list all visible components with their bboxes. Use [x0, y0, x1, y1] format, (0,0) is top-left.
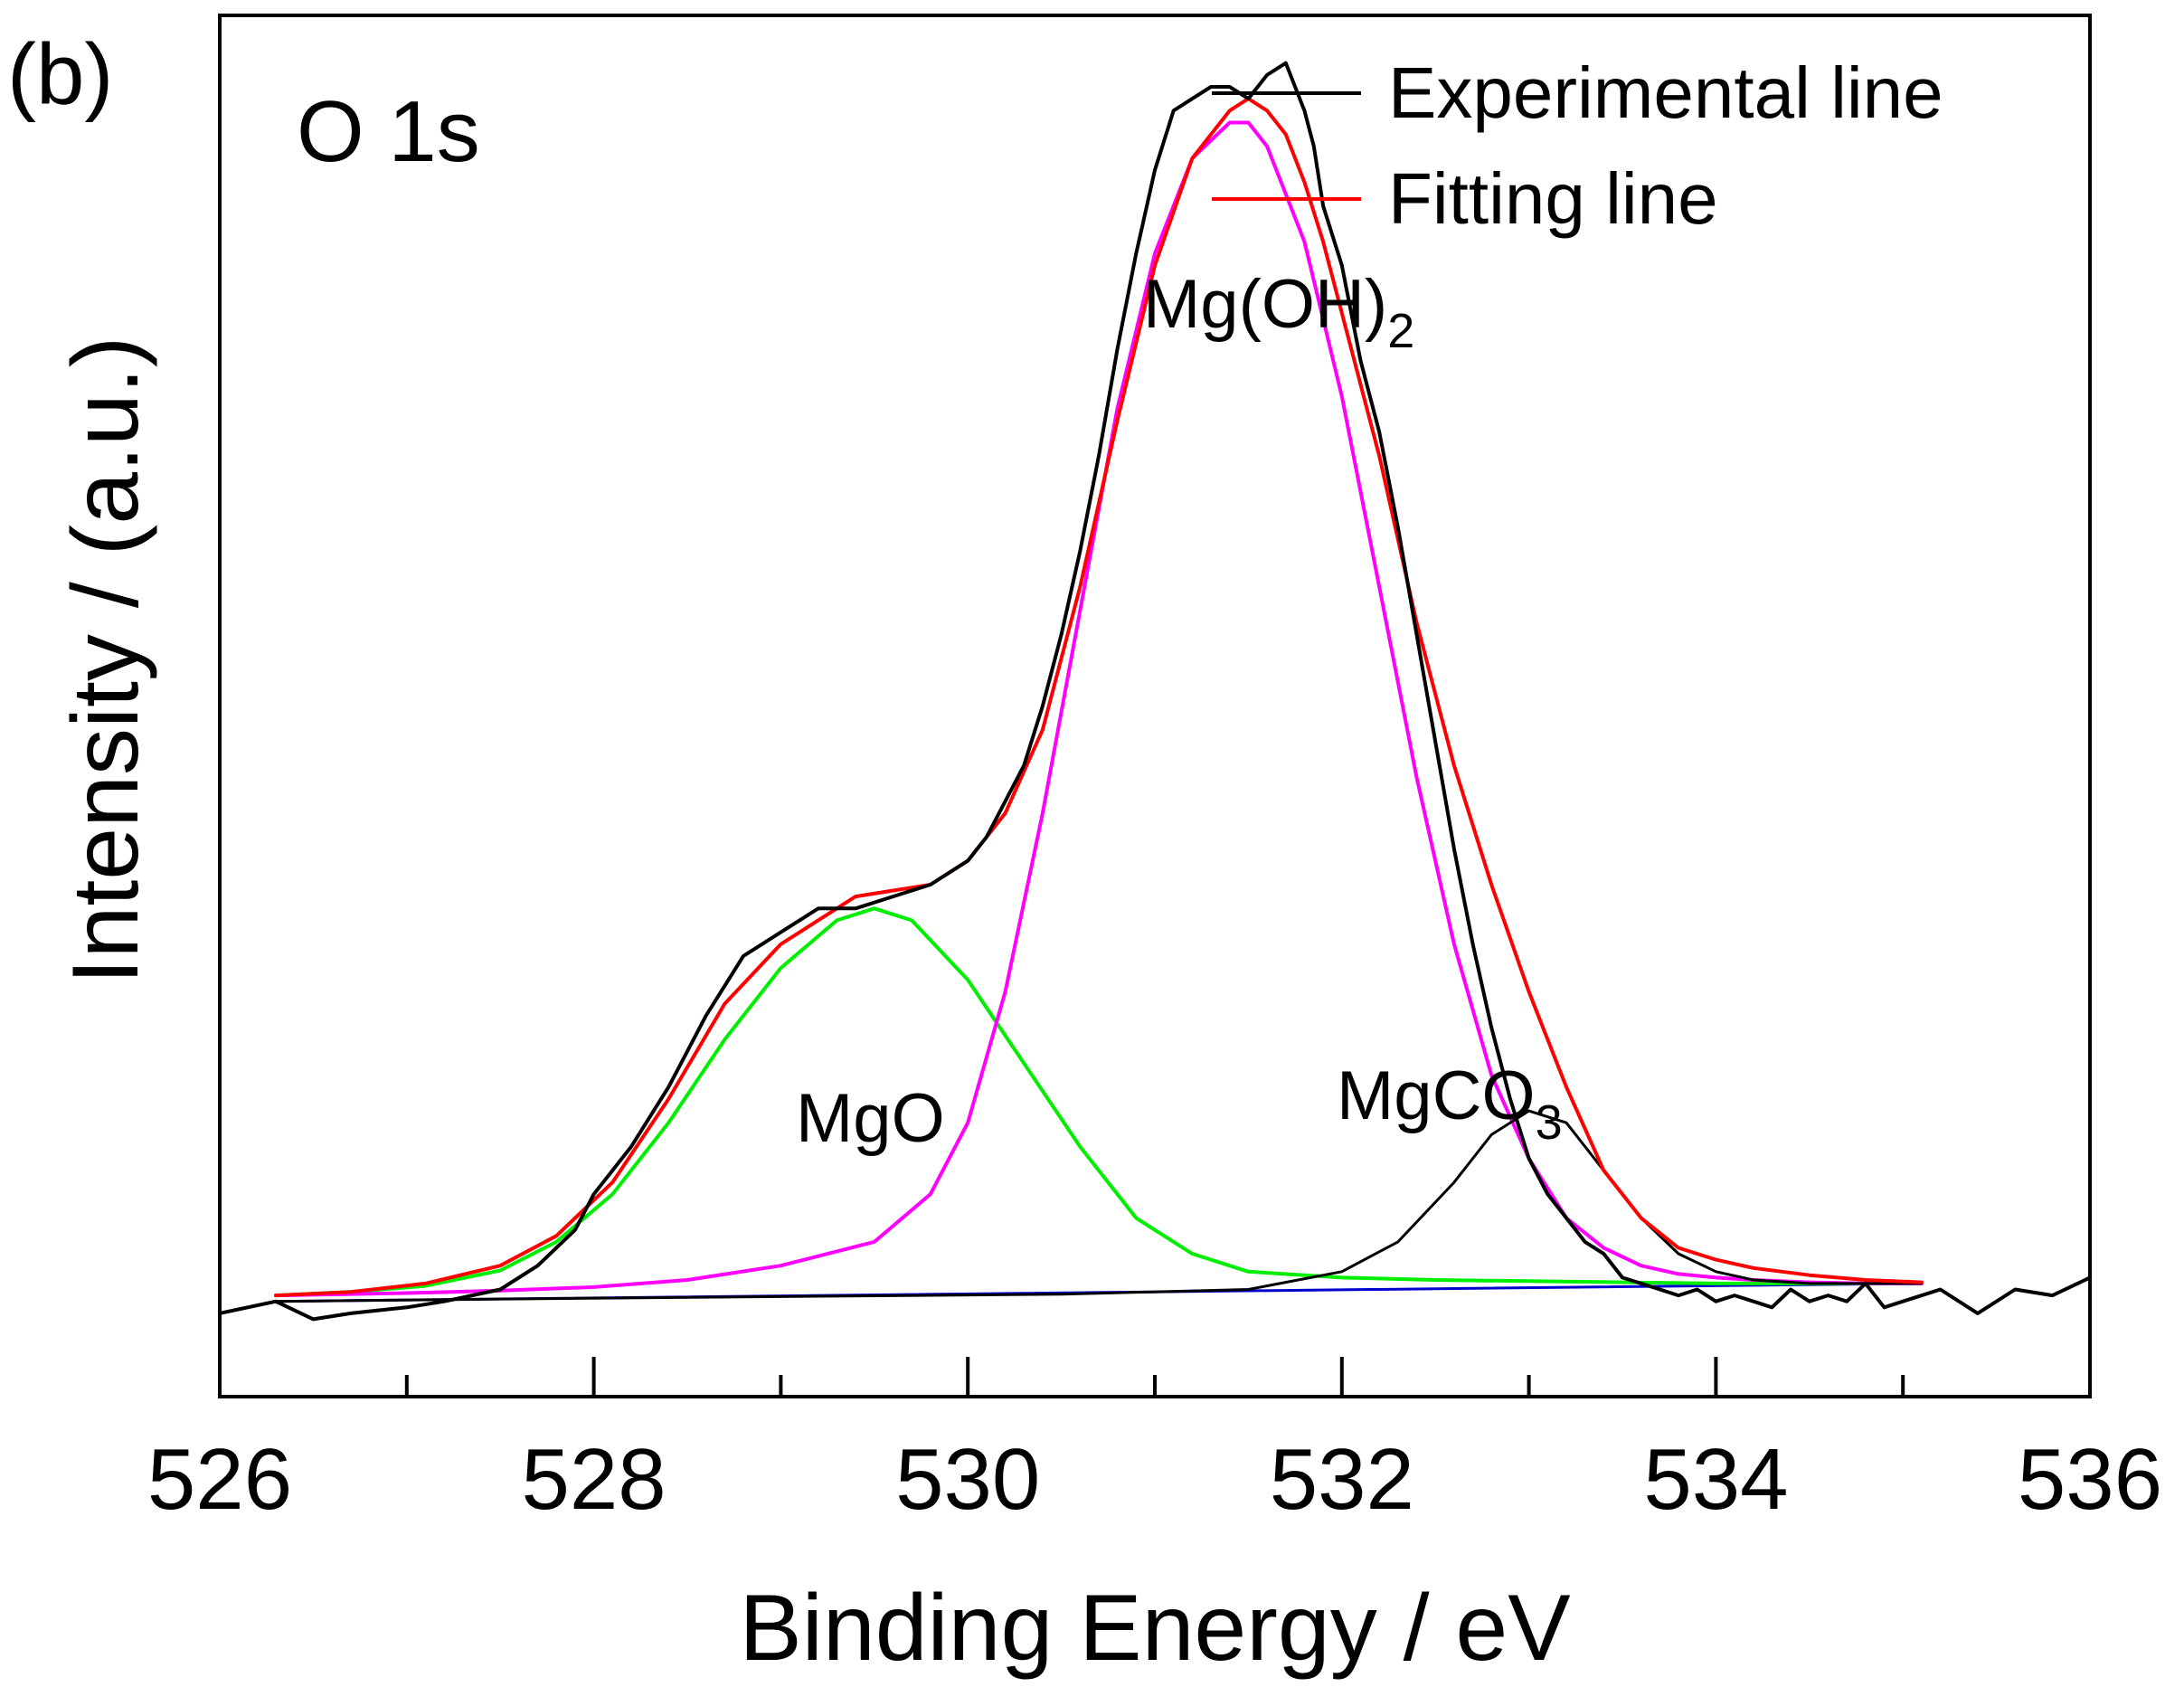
- legend: Experimental line Fitting line: [1212, 52, 1943, 239]
- plot-frame: [218, 14, 2092, 1398]
- peak-label-mgco3: MgCO3: [1337, 1057, 1563, 1150]
- x-tick-labels: 526 528 530 532 534 536: [147, 1431, 2162, 1528]
- peak-label-mgoh2: Mg(OH)2: [1143, 266, 1414, 358]
- series-layer: [218, 61, 2092, 1322]
- x-tick-label-532: 532: [1270, 1431, 1414, 1528]
- series-mgo-component: [274, 906, 1924, 1298]
- peak-label-mgco3-sub: 3: [1536, 1095, 1563, 1150]
- x-tick-label-528: 528: [522, 1431, 667, 1528]
- x-tick-label-526: 526: [147, 1431, 292, 1528]
- panel-label: (b): [7, 26, 113, 123]
- series-fitting-line: [274, 97, 1924, 1298]
- peak-label-mgoh2-sub: 2: [1387, 304, 1414, 358]
- legend-label-fitting: Fitting line: [1388, 158, 1718, 239]
- peak-label-mgoh2-main: Mg(OH): [1143, 266, 1387, 343]
- legend-label-experimental: Experimental line: [1388, 52, 1943, 133]
- peak-label-mgo: MgO: [796, 1080, 945, 1157]
- peak-label-mgco3-main: MgCO: [1337, 1057, 1536, 1134]
- x-minor-ticks: [404, 1375, 1905, 1397]
- series-experimental-line: [218, 61, 2092, 1322]
- y-axis-title: Intensity / (a.u.): [53, 336, 158, 985]
- chart-title: O 1s: [297, 83, 480, 180]
- series-mg-oh-2-component: [274, 120, 1924, 1298]
- x-tick-label-530: 530: [895, 1431, 1040, 1528]
- x-axis-title: Binding Energy / eV: [739, 1576, 1570, 1681]
- x-tick-label-536: 536: [2018, 1431, 2162, 1528]
- x-tick-label-534: 534: [1643, 1431, 1788, 1528]
- x-major-ticks: [218, 1357, 2092, 1397]
- series-mgco3-component: [274, 1109, 1924, 1303]
